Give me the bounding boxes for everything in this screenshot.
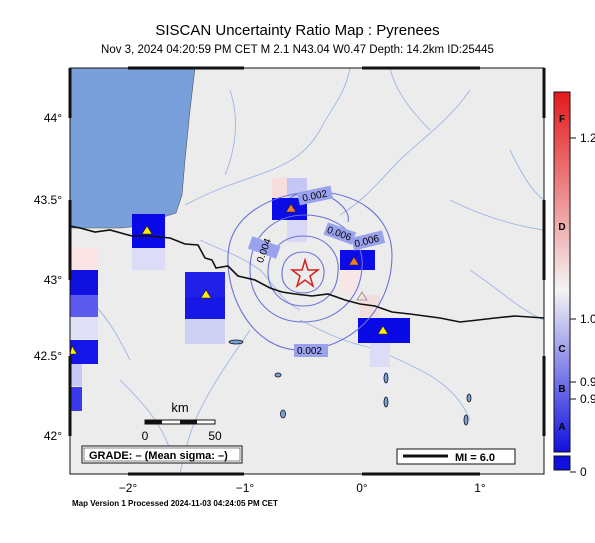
stations [70,203,389,355]
colorbar-letter: C [558,344,565,355]
station-triangle-icon[interactable] [377,325,389,335]
colorbar-letter: F [559,114,565,125]
colorbar-value: 1.2 [580,131,595,145]
colorbar-letter: B [558,384,565,395]
lon-label: −1° [236,481,255,495]
uncertainty-grid [70,178,410,411]
station-triangle-icon[interactable] [285,203,297,213]
lon-label: −2° [119,481,138,495]
uncertainty-contours [227,191,393,351]
scale-bar: km 0 50 [142,400,222,443]
frame-ticks [68,66,546,476]
epicenter-star-icon[interactable] [289,257,321,288]
contour-label: 0.002 [297,346,322,357]
colorbar-value: 1.0 [580,312,595,326]
lon-label: 1° [474,481,486,495]
lat-label: 43.5° [34,193,62,207]
lat-label: 43° [44,273,62,287]
colorbar-value: 0 [580,465,587,479]
scale-left: 0 [142,429,149,443]
grade-box: GRADE: – (Mean sigma: –) [81,445,243,464]
grade-text: GRADE: – (Mean sigma: –) [89,450,228,462]
scale-unit: km [171,400,188,415]
longitude-labels: −2° −1° 0° 1° [119,481,486,495]
intensity-legend: MI = 6.0 [396,448,516,465]
colorbar-value: 0.9 [580,375,595,389]
colorbar-value: 0.9 [580,392,595,406]
intensity-text: MI = 6.0 [455,452,495,464]
station-triangle-icon[interactable] [348,256,360,266]
scale-right: 50 [208,429,222,443]
footer-text: Map Version 1 Processed 2024-11-03 04:24… [72,499,278,508]
colorbar: F D C B A 1.2 1.0 0.9 0.9 0 [553,91,595,479]
station-triangle-icon[interactable] [356,291,368,301]
station-triangle-icon[interactable] [141,225,153,235]
station-triangle-icon[interactable] [200,289,212,299]
colorbar-letter: D [558,222,565,233]
lat-label: 42.5° [34,349,62,363]
map-title: SISCAN Uncertainty Ratio Map : Pyrenees [155,22,440,39]
contour-label: 0.002 [301,188,328,204]
reservoirs [228,339,472,426]
lat-label: 44° [44,111,62,125]
bay-of-biscay [70,68,196,229]
lon-label: 0° [356,481,368,495]
event-info: Nov 3, 2024 04:20:59 PM CET M 2.1 N43.04… [101,44,494,56]
colorbar-letter: A [558,422,565,433]
latitude-labels: 44° 43.5° 43° 42.5° 42° [34,111,62,443]
station-triangle-icon[interactable] [70,345,78,355]
country-border [70,225,544,323]
lat-label: 42° [44,429,62,443]
